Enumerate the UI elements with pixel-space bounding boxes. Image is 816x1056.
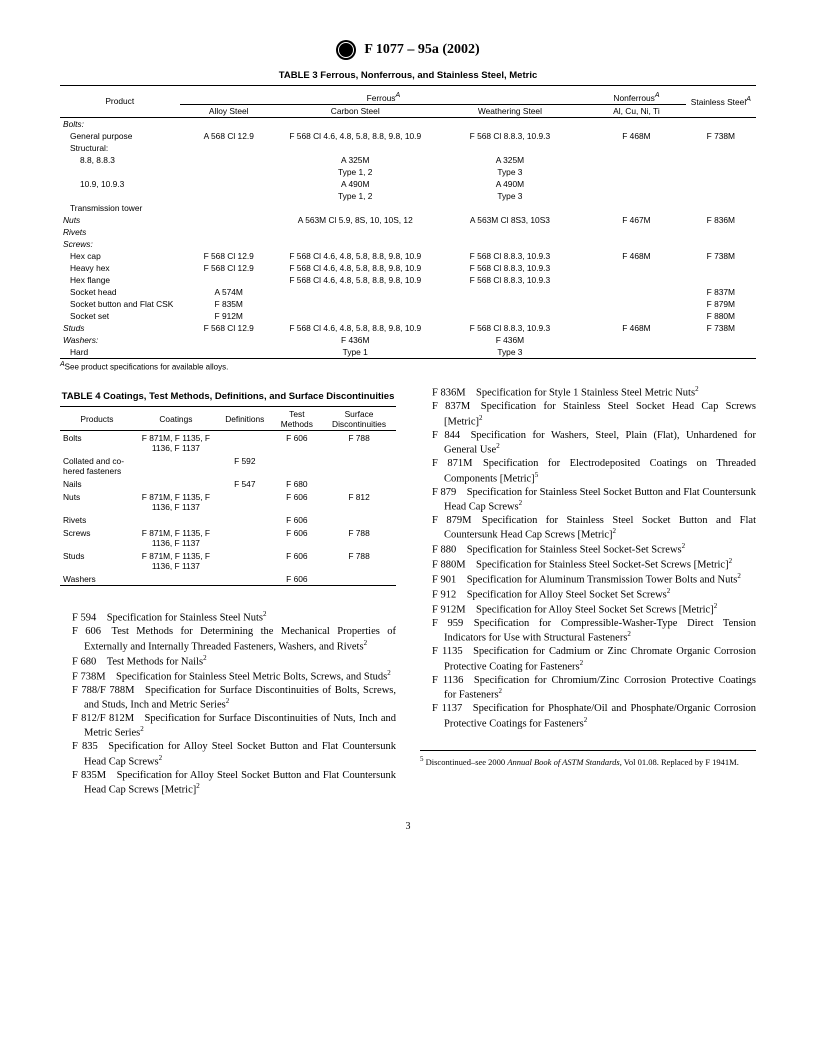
table-row: Hex flangeF 568 Cl 4.6, 4.8, 5.8, 8.8, 9…	[60, 274, 756, 286]
spec-entry: F 1135 Specification for Cadmium or Zinc…	[420, 645, 756, 673]
spec-entry: F 836M Specification for Style 1 Stainle…	[420, 385, 756, 400]
table-row: StudsF 871M, F 1135, F 1136, F 1137F 606…	[60, 549, 396, 572]
t3-h-weathering: Weathering Steel	[433, 104, 588, 117]
table4: Products Coatings Definitions Test Metho…	[60, 406, 396, 586]
spec-entry: F 835M Specification for Alloy Steel Soc…	[60, 769, 396, 797]
standard-header: F 1077 – 95a (2002)	[60, 40, 756, 60]
t4-h-surface: Surface Discontinuities	[322, 407, 396, 431]
table-row: Socket setF 912MF 880M	[60, 310, 756, 322]
spec-entry: F 879M Specification for Stainless Steel…	[420, 514, 756, 542]
page-number: 3	[60, 821, 756, 832]
table-row: NutsA 563M Cl 5.9, 8S, 10, 10S, 12A 563M…	[60, 214, 756, 226]
table-row: 8.8, 8.8.3A 325MA 325M	[60, 154, 756, 166]
t4-h-products: Products	[60, 407, 134, 431]
spec-entry: F 880 Specification for Stainless Steel …	[420, 542, 756, 557]
table-row: Structural:	[60, 142, 756, 154]
t3-h-alloy: Alloy Steel	[180, 104, 278, 117]
spec-list-left: F 594 Specification for Stainless Steel …	[60, 610, 396, 797]
table-row: ScrewsF 871M, F 1135, F 1136, F 1137F 60…	[60, 526, 396, 549]
table-row: Type 1, 2Type 3	[60, 166, 756, 178]
spec-entry: F 912M Specification for Alloy Steel Soc…	[420, 602, 756, 617]
spec-entry: F 788/F 788M Specification for Surface D…	[60, 684, 396, 712]
t3-h-product: Product	[60, 86, 180, 118]
t4-h-coatings: Coatings	[134, 407, 218, 431]
spec-entry: F 1137 Specification for Phosphate/Oil a…	[420, 702, 756, 730]
spec-entry: F 606 Test Methods for Determining the M…	[60, 625, 396, 653]
spec-entry: F 594 Specification for Stainless Steel …	[60, 610, 396, 625]
table4-caption: TABLE 4 Coatings, Test Methods, Definiti…	[60, 391, 396, 402]
table-row: RivetsF 606	[60, 513, 396, 526]
table-row: Collated and co-hered fastenersF 592	[60, 454, 396, 477]
table-row: Rivets	[60, 226, 756, 238]
table-row: BoltsF 871M, F 1135, F 1136, F 1137F 606…	[60, 431, 396, 455]
t3-h-alcu: Al, Cu, Ni, Ti	[587, 104, 685, 117]
spec-entry: F 879 Specification for Stainless Steel …	[420, 486, 756, 514]
t3-h-ferrous: FerrousA	[180, 86, 588, 105]
table-row: Heavy hexF 568 Cl 12.9F 568 Cl 4.6, 4.8,…	[60, 262, 756, 274]
table-row: 10.9, 10.9.3A 490MA 490M	[60, 178, 756, 190]
spec-entry: F 912 Specification for Alloy Steel Sock…	[420, 587, 756, 602]
spec-entry: F 837M Specification for Stainless Steel…	[420, 400, 756, 428]
t4-h-definitions: Definitions	[218, 407, 272, 431]
table3-caption: TABLE 3 Ferrous, Nonferrous, and Stainle…	[60, 70, 756, 81]
spec-entry: F 835 Specification for Alloy Steel Sock…	[60, 740, 396, 768]
t3-h-stainless: Stainless SteelA	[686, 86, 756, 118]
table3: Product FerrousA NonferrousA Stainless S…	[60, 85, 756, 359]
footnote-5: 5 Discontinued–see 2000 Annual Book of A…	[420, 750, 756, 767]
table-row: StudsF 568 Cl 12.9F 568 Cl 4.6, 4.8, 5.8…	[60, 322, 756, 334]
table-row: HardType 1Type 3	[60, 346, 756, 359]
table-row: Hex capF 568 Cl 12.9F 568 Cl 4.6, 4.8, 5…	[60, 250, 756, 262]
table-row: General purposeA 568 Cl 12.9F 568 Cl 4.6…	[60, 130, 756, 142]
spec-entry: F 738M Specification for Stainless Steel…	[60, 669, 396, 684]
spec-list-right: F 836M Specification for Style 1 Stainle…	[420, 385, 756, 730]
spec-entry: F 871M Specification for Electrodeposite…	[420, 457, 756, 485]
table-row: Screws:	[60, 238, 756, 250]
table-row: Socket headA 574MF 837M	[60, 286, 756, 298]
table-row: Washers:F 436MF 436M	[60, 334, 756, 346]
t3-h-nonferrous: NonferrousA	[587, 86, 685, 105]
table3-footnote: ASee product specifications for availabl…	[60, 361, 756, 372]
table-row: Transmission tower	[60, 202, 756, 214]
spec-entry: F 812/F 812M Specification for Surface D…	[60, 712, 396, 740]
spec-entry: F 680 Test Methods for Nails2	[60, 654, 396, 669]
spec-entry: F 880M Specification for Stainless Steel…	[420, 557, 756, 572]
spec-entry: F 844 Specification for Washers, Steel, …	[420, 429, 756, 457]
standard-number: F 1077 – 95a (2002)	[364, 42, 479, 58]
astm-logo-icon	[336, 40, 356, 60]
table-row: Type 1, 2Type 3	[60, 190, 756, 202]
table-row: Bolts:	[60, 117, 756, 130]
table-row: NutsF 871M, F 1135, F 1136, F 1137F 606F…	[60, 490, 396, 513]
table-row: NailsF 547F 680	[60, 477, 396, 490]
spec-entry: F 901 Specification for Aluminum Transmi…	[420, 572, 756, 587]
spec-entry: F 1136 Specification for Chromium/Zinc C…	[420, 674, 756, 702]
t4-h-test: Test Methods	[272, 407, 322, 431]
t3-h-carbon: Carbon Steel	[278, 104, 433, 117]
table-row: Socket button and Flat CSKF 835MF 879M	[60, 298, 756, 310]
spec-entry: F 959 Specification for Compressible-Was…	[420, 617, 756, 645]
table-row: WashersF 606	[60, 572, 396, 586]
